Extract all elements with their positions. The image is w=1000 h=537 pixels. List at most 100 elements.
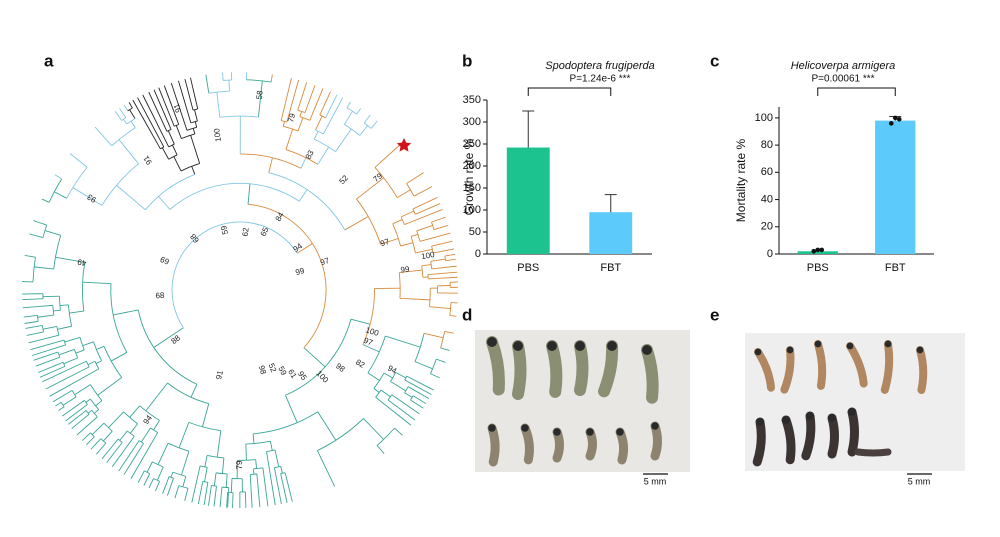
bootstrap-label: 95 (296, 370, 309, 383)
branch (85, 410, 90, 415)
bootstrap-label: 99 (294, 266, 306, 277)
branch (169, 115, 175, 127)
panel-label: b (462, 51, 472, 70)
branch (367, 372, 380, 381)
branch (226, 492, 229, 502)
branch (93, 409, 99, 414)
branch (208, 90, 230, 94)
branch (52, 393, 68, 403)
branch (95, 360, 102, 364)
branch (181, 133, 196, 139)
branch (66, 166, 88, 199)
branch (268, 157, 273, 173)
branch (436, 358, 441, 361)
branch (94, 361, 100, 370)
branch (196, 104, 199, 110)
branch (373, 388, 380, 393)
branch (132, 99, 159, 145)
branch (173, 112, 180, 125)
branch (71, 417, 85, 429)
branch (346, 107, 358, 115)
branch (416, 230, 421, 242)
branch (74, 384, 91, 395)
branch (191, 476, 199, 503)
branch (157, 466, 164, 481)
branch (343, 111, 353, 125)
branch (52, 344, 66, 350)
branch (192, 128, 196, 135)
branch (162, 147, 170, 160)
bootstrap-label: 98 (334, 361, 347, 374)
star (396, 138, 412, 152)
branch (128, 435, 135, 445)
branch (62, 362, 66, 367)
larva-head (916, 346, 924, 354)
bootstrap-label: 52 (267, 362, 279, 374)
branch (269, 441, 273, 451)
larva (512, 340, 527, 400)
branch (126, 118, 136, 125)
branch (433, 226, 444, 231)
branch (216, 430, 222, 458)
branch (162, 482, 168, 494)
branch (189, 119, 192, 124)
branch (103, 430, 113, 442)
branch (184, 78, 193, 105)
bootstrap-label: 94 (141, 413, 154, 426)
branch (166, 129, 172, 132)
branch (137, 309, 198, 385)
branch (317, 418, 364, 451)
bootstrap-label: 52 (337, 173, 350, 186)
branch (404, 386, 409, 393)
branch (143, 480, 147, 486)
branch (329, 97, 344, 122)
branch (148, 91, 162, 119)
branch (140, 427, 151, 443)
branch (95, 400, 103, 407)
larva-head (488, 424, 496, 432)
branch (108, 411, 124, 428)
photo-content (486, 336, 928, 467)
branch (96, 345, 105, 350)
branch (123, 411, 138, 425)
bootstrap-label: 91 (214, 369, 225, 380)
branch (208, 495, 211, 506)
larva-head (884, 340, 892, 348)
branch (30, 342, 55, 351)
branch (36, 221, 47, 226)
larva-head (848, 408, 856, 416)
branch (137, 475, 143, 483)
branch (80, 399, 85, 404)
branch (323, 91, 331, 108)
branch (216, 92, 221, 118)
branch (247, 183, 251, 205)
branch (206, 80, 210, 94)
larva-head (553, 428, 561, 436)
branch (190, 120, 198, 124)
branch (280, 473, 283, 483)
branch (60, 361, 64, 364)
branch (299, 82, 308, 104)
bootstrap-label: 100 (314, 369, 330, 385)
branch (101, 163, 139, 206)
bootstrap-label: 68 (188, 232, 201, 245)
branch (110, 352, 128, 362)
branch (450, 253, 456, 256)
branch (184, 496, 187, 501)
branch (385, 335, 421, 348)
branch (285, 128, 294, 150)
branch (182, 476, 187, 487)
branch (400, 216, 405, 225)
bootstrap-label: 79 (371, 171, 384, 184)
branch (430, 258, 446, 262)
branch (394, 427, 400, 433)
branch (167, 130, 175, 145)
branch (121, 111, 127, 119)
bootstrap-label: 100 (212, 127, 223, 142)
branch (197, 495, 201, 505)
branch (441, 216, 446, 219)
branch (167, 442, 190, 452)
branch (82, 436, 87, 441)
branch (25, 325, 40, 329)
branch (399, 269, 423, 274)
